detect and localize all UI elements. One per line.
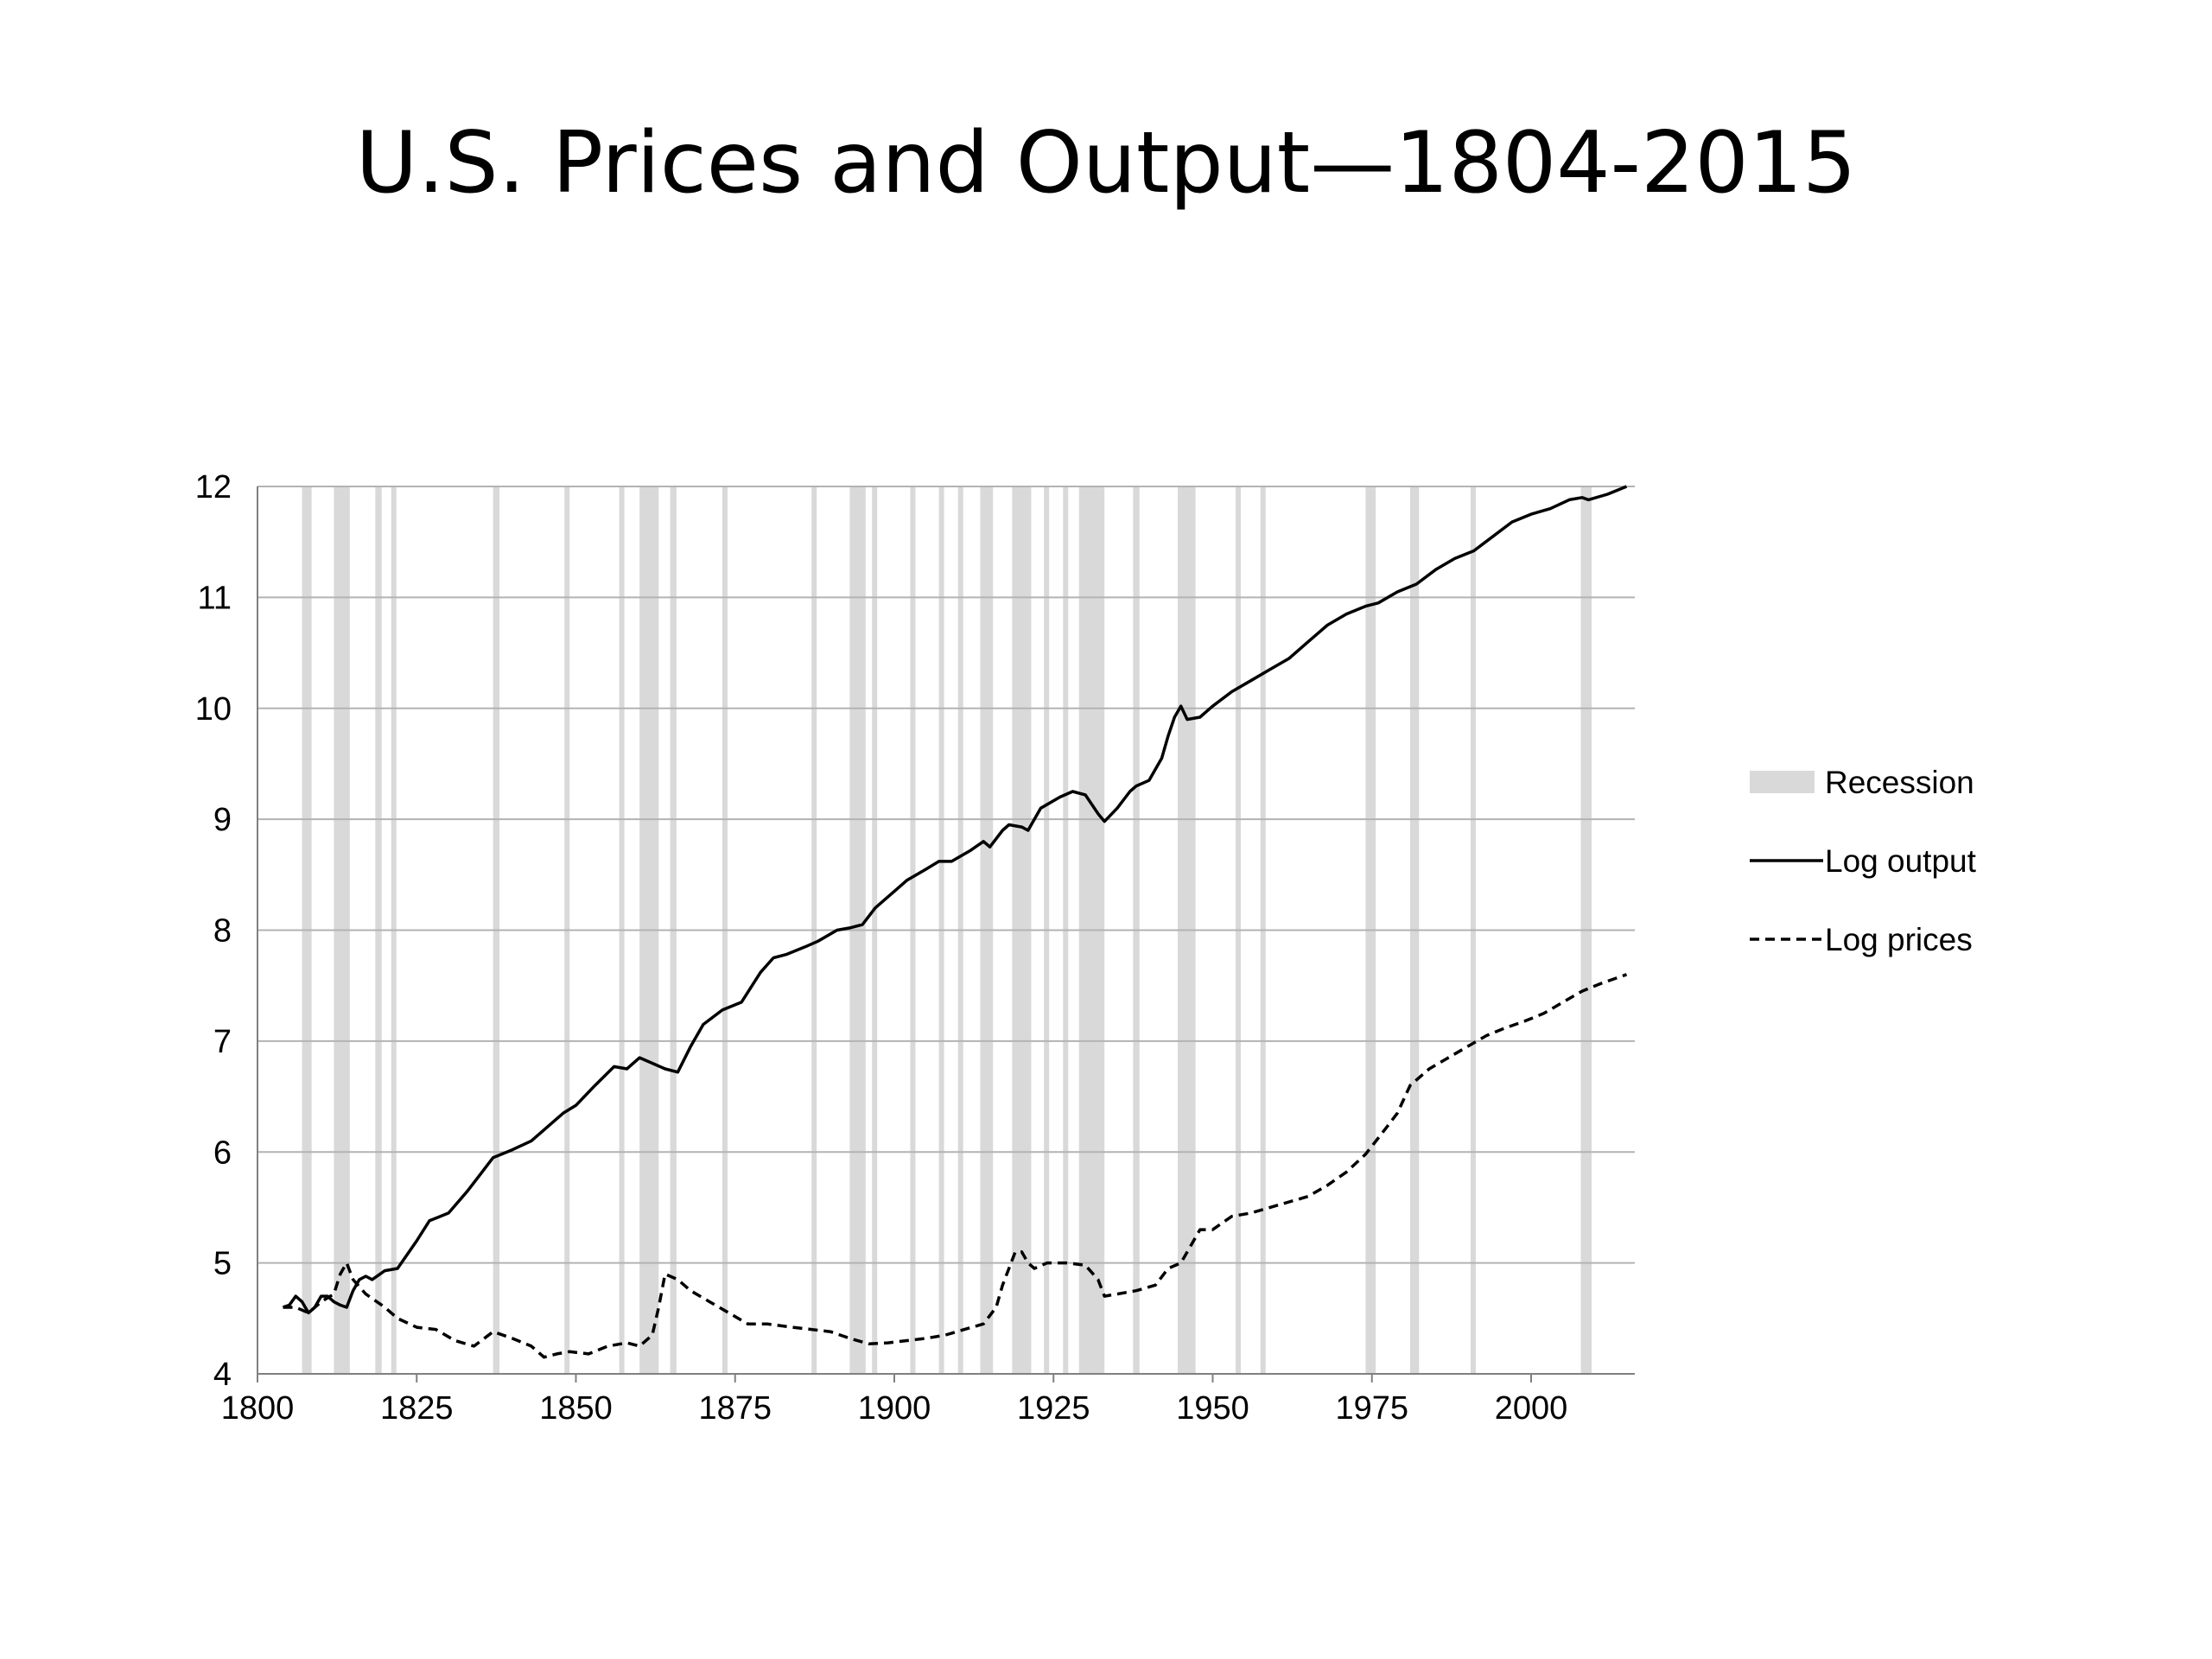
page-title: U.S. Prices and Output—1804-2015 — [355, 114, 1857, 213]
x-tick-label: 1975 — [1335, 1390, 1408, 1427]
y-tick-labels: 4 5 6 7 8 9 10 11 12 — [195, 469, 232, 1393]
y-tick-label: 10 — [195, 691, 232, 728]
x-tick-label: 1950 — [1176, 1390, 1249, 1427]
x-tick-label: 1825 — [380, 1390, 454, 1427]
x-tick-label: 2000 — [1495, 1390, 1568, 1427]
y-tick-label: 12 — [195, 469, 232, 505]
log-output-line — [282, 485, 1628, 1315]
series-lines — [282, 485, 1628, 1359]
y-tick-label: 4 — [213, 1357, 232, 1393]
grid-lines — [257, 486, 1635, 1375]
legend: Recession Log output Log prices — [1750, 765, 1977, 957]
axes — [257, 486, 1635, 1382]
legend-label: Log prices — [1825, 922, 1973, 957]
x-tick-label: 1875 — [698, 1390, 772, 1427]
legend-label: Log output — [1825, 843, 1977, 879]
legend-label: Recession — [1825, 765, 1974, 800]
y-tick-label: 7 — [213, 1024, 232, 1060]
y-tick-label: 8 — [213, 913, 232, 950]
y-tick-label: 11 — [198, 580, 232, 616]
y-tick-label: 5 — [213, 1246, 232, 1282]
x-tick-label: 1800 — [221, 1390, 295, 1427]
x-tick-label: 1925 — [1017, 1390, 1090, 1427]
x-tick-label: 1900 — [858, 1390, 931, 1427]
x-tick-label: 1850 — [539, 1390, 613, 1427]
y-tick-label: 9 — [213, 802, 232, 838]
y-tick-label: 6 — [213, 1135, 232, 1171]
x-tick-labels: 1800 1825 1850 1875 1900 1925 1950 1975 2000 — [221, 1390, 1568, 1427]
log-prices-line — [283, 973, 1628, 1359]
legend-swatch-recession — [1750, 771, 1815, 793]
